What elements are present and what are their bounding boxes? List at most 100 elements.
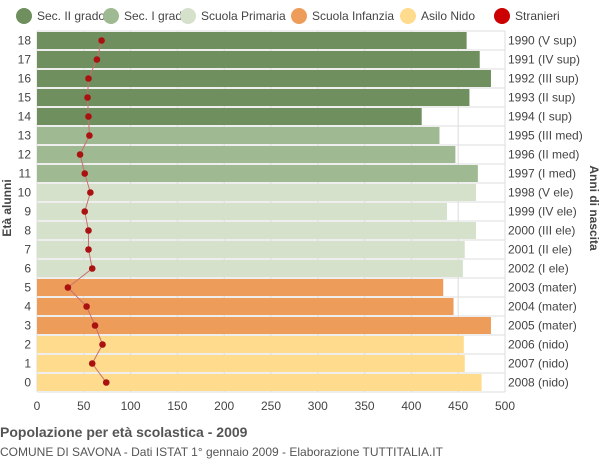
stranieri-point (99, 341, 106, 348)
year-tick-label: 2004 (mater) (508, 300, 577, 314)
stranieri-point (88, 265, 96, 272)
year-tick-label: 2005 (mater) (508, 319, 577, 333)
bar (37, 317, 491, 334)
age-tick-label: 12 (18, 148, 32, 162)
legend-label: Asilo Nido (421, 9, 476, 23)
age-tick-label: 9 (24, 205, 31, 219)
stranieri-point (87, 189, 94, 196)
x-tick-label: 100 (121, 399, 141, 413)
stranieri-point (93, 56, 101, 63)
legend-item: Stranieri (494, 6, 560, 26)
year-tick-label: 2002 (I ele) (508, 262, 569, 276)
stranieri-point (91, 322, 99, 329)
age-tick-label: 0 (24, 376, 31, 390)
bar (37, 203, 447, 220)
age-tick-label: 2 (24, 338, 31, 352)
legend-item: Asilo Nido (400, 6, 475, 26)
legend-label: Sec. II grado (37, 9, 106, 23)
age-tick-label: 15 (18, 91, 32, 105)
stranieri-point (85, 246, 92, 253)
legend-label: Scuola Infanzia (312, 9, 395, 23)
legend-swatch (103, 8, 119, 24)
stranieri-point (86, 132, 93, 139)
legend-swatch (16, 8, 32, 24)
year-tick-label: 2006 (nido) (508, 338, 569, 352)
year-tick-label: 2003 (mater) (508, 281, 577, 295)
y-axis-right-title: Anni di nascita (587, 165, 600, 251)
age-tick-label: 5 (24, 281, 31, 295)
bar (37, 336, 464, 353)
legend-swatch (400, 8, 416, 24)
year-tick-label: 1997 (I med) (508, 167, 576, 181)
bars (37, 32, 491, 391)
stranieri-point (83, 303, 90, 310)
bar (37, 241, 465, 258)
bar (37, 127, 440, 144)
age-tick-label: 4 (24, 300, 31, 314)
bar (37, 260, 463, 277)
legend-label: Scuola Primaria (201, 9, 286, 23)
legend-label: Stranieri (515, 9, 560, 23)
stranieri-point (81, 170, 89, 177)
x-tick-label: 350 (355, 399, 375, 413)
x-tick-label: 300 (308, 399, 328, 413)
year-tick-label: 1993 (II sup) (508, 91, 575, 105)
age-tick-label: 11 (19, 167, 32, 181)
bar (37, 51, 480, 68)
year-tick-label: 1990 (V sup) (508, 34, 577, 48)
legend-swatch (180, 8, 196, 24)
x-tick-label: 250 (261, 399, 281, 413)
year-tick-label: 2001 (II ele) (508, 243, 572, 257)
stranieri-points (64, 37, 110, 386)
age-tick-label: 13 (18, 129, 32, 143)
bar (37, 355, 465, 372)
stranieri-point (84, 94, 91, 101)
bar (37, 184, 476, 201)
age-tick-label: 3 (24, 319, 31, 333)
age-tick-label: 1 (24, 357, 31, 371)
y-axis-left-title: Età alunni (0, 179, 14, 236)
year-tick-labels: 1990 (V sup) 1991 (IV sup) 1992 (III sup) 1… (508, 34, 583, 390)
stranieri-point (98, 37, 105, 44)
legend-label: Sec. I grado (124, 9, 189, 23)
bar (37, 89, 470, 106)
legend-item: Scuola Infanzia (291, 6, 394, 26)
legend-item: Scuola Primaria (180, 6, 286, 26)
year-tick-label: 1994 (I sup) (508, 110, 572, 124)
bar (37, 222, 476, 239)
bar (37, 165, 478, 182)
year-tick-label: 1996 (II med) (508, 148, 579, 162)
bar (37, 146, 456, 163)
bar (37, 32, 467, 49)
x-tick-label: 0 (34, 399, 41, 413)
legend-swatch (494, 8, 510, 24)
legend-item: Sec. II grado (16, 6, 105, 26)
age-tick-label: 17 (18, 53, 32, 67)
legend-item: Sec. I grado (103, 6, 189, 26)
chart-title: Popolazione per età scolastica - 2009 (0, 424, 248, 440)
stranieri-point (102, 379, 110, 386)
stranieri-point (76, 151, 84, 158)
year-tick-label: 2007 (nido) (508, 357, 569, 371)
year-tick-label: 1998 (V ele) (508, 186, 573, 200)
x-tick-label: 500 (495, 399, 515, 413)
age-tick-label: 10 (18, 186, 32, 200)
stranieri-point (85, 227, 92, 234)
stranieri-point (81, 208, 89, 215)
x-tick-label: 150 (167, 399, 187, 413)
bar (37, 70, 491, 87)
age-tick-label: 6 (24, 262, 31, 276)
x-tick-label: 400 (401, 399, 421, 413)
age-tick-label: 8 (24, 224, 31, 238)
age-tick-label: 7 (24, 243, 31, 257)
stranieri-point (88, 360, 96, 367)
bar (37, 298, 454, 315)
x-tick-label: 200 (214, 399, 234, 413)
bar (37, 374, 482, 391)
year-tick-label: 1992 (III sup) (508, 72, 579, 86)
legend-swatch (291, 8, 307, 24)
chart-legend: Sec. II grado Sec. I grado Scuola Primaria… (0, 6, 600, 26)
age-tick-label: 14 (18, 110, 32, 124)
